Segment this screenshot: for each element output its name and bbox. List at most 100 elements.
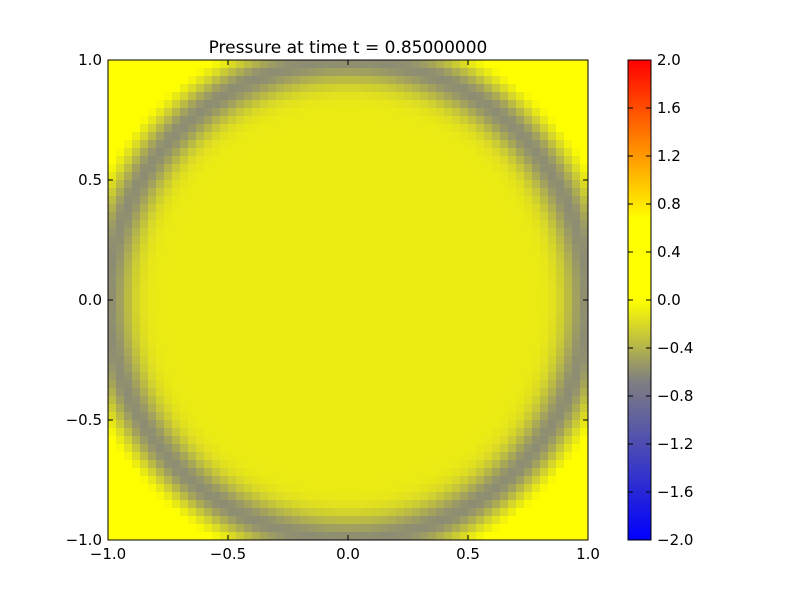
heatmap-cell	[324, 180, 333, 189]
heatmap-cell	[196, 484, 205, 493]
heatmap-cell	[220, 468, 229, 477]
heatmap-cell	[252, 364, 261, 373]
heatmap-cell	[404, 484, 413, 493]
heatmap-cell	[324, 212, 333, 221]
heatmap-cell	[476, 164, 485, 173]
heatmap-cell	[268, 268, 277, 277]
heatmap-cell	[124, 156, 133, 165]
heatmap-cell	[244, 188, 253, 197]
heatmap-cell	[252, 220, 261, 229]
heatmap-cell	[364, 236, 373, 245]
heatmap-cell	[268, 140, 277, 149]
heatmap-cell	[532, 412, 541, 421]
heatmap-cell	[300, 284, 309, 293]
heatmap-cell	[572, 228, 581, 237]
heatmap-cell	[140, 116, 149, 125]
heatmap-cell	[236, 268, 245, 277]
heatmap-cell	[316, 492, 325, 501]
heatmap-cell	[204, 196, 213, 205]
heatmap-cell	[308, 364, 317, 373]
heatmap-cell	[564, 428, 573, 437]
heatmap-cell	[292, 380, 301, 389]
heatmap-cell	[148, 436, 157, 445]
heatmap-cell	[308, 188, 317, 197]
heatmap-cell	[236, 460, 245, 469]
heatmap-cell	[476, 220, 485, 229]
heatmap-cell	[452, 300, 461, 309]
heatmap-cell	[500, 172, 509, 181]
heatmap-cell	[140, 236, 149, 245]
heatmap-cell	[108, 132, 117, 141]
heatmap-cell	[292, 188, 301, 197]
heatmap-cell	[332, 412, 341, 421]
heatmap-cell	[260, 492, 269, 501]
heatmap-cell	[292, 516, 301, 525]
heatmap-cell	[292, 340, 301, 349]
heatmap-cell	[132, 108, 141, 117]
heatmap-cell	[492, 228, 501, 237]
heatmap-cell	[428, 268, 437, 277]
heatmap-cell	[452, 308, 461, 317]
heatmap-cell	[180, 532, 189, 541]
heatmap-cell	[108, 148, 117, 157]
heatmap-cell	[364, 524, 373, 533]
heatmap-cell	[284, 436, 293, 445]
heatmap-cell	[564, 76, 573, 85]
heatmap-cell	[444, 268, 453, 277]
heatmap-cell	[356, 228, 365, 237]
heatmap-cell	[492, 364, 501, 373]
heatmap-cell	[268, 532, 277, 541]
heatmap-cell	[196, 284, 205, 293]
heatmap-cell	[132, 348, 141, 357]
heatmap-cell	[308, 508, 317, 517]
heatmap-cell	[444, 428, 453, 437]
heatmap-cell	[444, 92, 453, 101]
heatmap-cell	[460, 244, 469, 253]
heatmap-cell	[188, 260, 197, 269]
heatmap-cell	[124, 516, 133, 525]
heatmap-cell	[404, 196, 413, 205]
heatmap-cell	[436, 396, 445, 405]
heatmap-cell	[548, 308, 557, 317]
heatmap-cell	[364, 436, 373, 445]
heatmap-cell	[532, 148, 541, 157]
heatmap-cell	[316, 484, 325, 493]
heatmap-cell	[340, 60, 349, 69]
heatmap-cell	[220, 276, 229, 285]
heatmap-cell	[436, 252, 445, 261]
heatmap-cell	[372, 524, 381, 533]
heatmap-cell	[220, 508, 229, 517]
heatmap-cell	[524, 180, 533, 189]
heatmap-cell	[116, 180, 125, 189]
heatmap-cell	[396, 220, 405, 229]
heatmap-cell	[188, 220, 197, 229]
heatmap-cell	[220, 124, 229, 133]
heatmap-cell	[420, 60, 429, 69]
heatmap-cell	[444, 380, 453, 389]
heatmap-cell	[276, 228, 285, 237]
heatmap-cell	[292, 140, 301, 149]
heatmap-cell	[524, 388, 533, 397]
heatmap-cell	[180, 68, 189, 77]
heatmap-cell	[316, 260, 325, 269]
heatmap-cell	[396, 172, 405, 181]
heatmap-cell	[108, 476, 117, 485]
heatmap-cell	[180, 468, 189, 477]
heatmap-cell	[132, 380, 141, 389]
heatmap-cell	[252, 420, 261, 429]
heatmap-cell	[244, 92, 253, 101]
heatmap-cell	[148, 388, 157, 397]
heatmap-cell	[188, 76, 197, 85]
heatmap-cell	[172, 84, 181, 93]
heatmap-cell	[180, 404, 189, 413]
heatmap-cell	[372, 140, 381, 149]
heatmap-cell	[236, 364, 245, 373]
heatmap-cell	[484, 244, 493, 253]
heatmap-cell	[484, 308, 493, 317]
heatmap-cell	[124, 260, 133, 269]
heatmap-cell	[380, 212, 389, 221]
heatmap-cell	[236, 476, 245, 485]
heatmap-cell	[156, 364, 165, 373]
heatmap-cell	[580, 68, 589, 77]
heatmap-cell	[444, 140, 453, 149]
